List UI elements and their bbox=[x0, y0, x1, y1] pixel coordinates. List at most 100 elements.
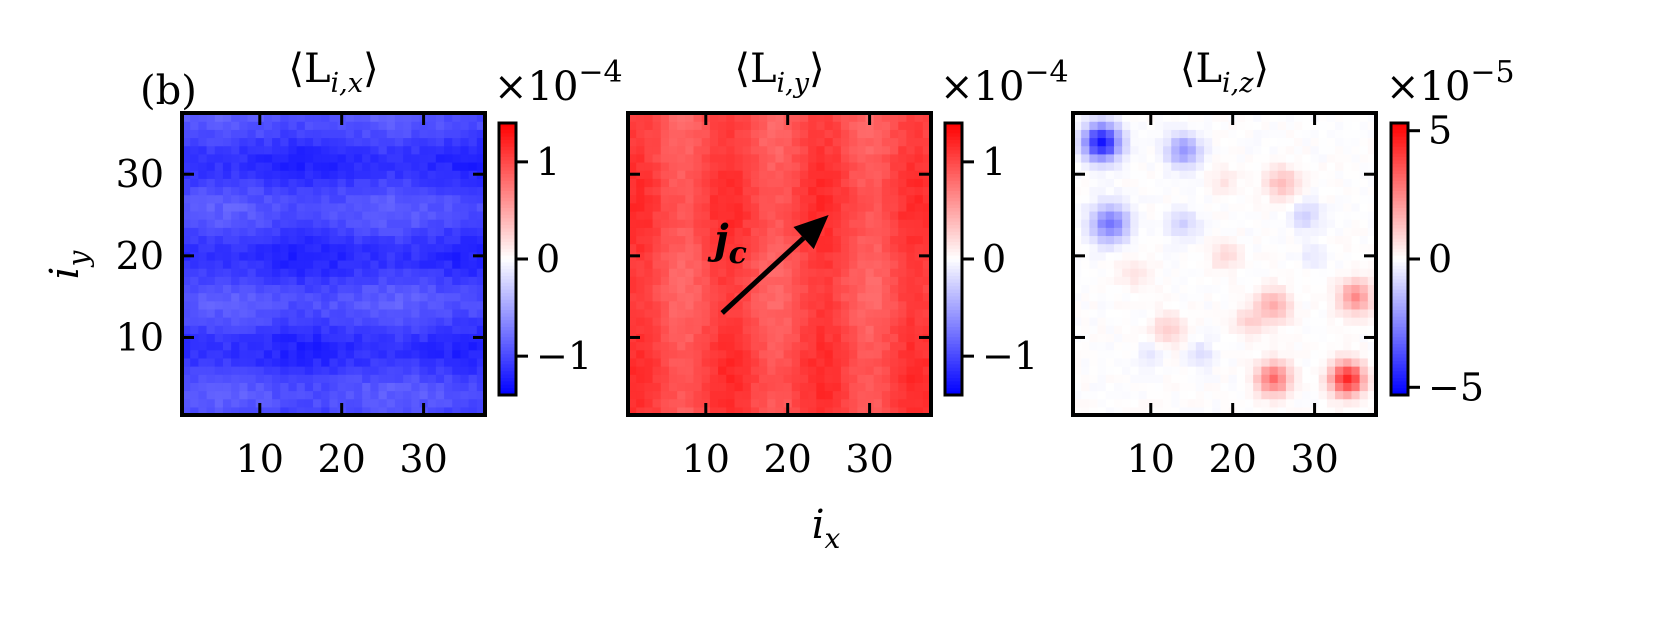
heatmap-cell bbox=[849, 292, 858, 302]
heatmap-cell bbox=[767, 121, 777, 130]
heatmap-cell bbox=[190, 366, 199, 375]
heatmap-cell bbox=[206, 308, 216, 318]
heatmap-cell bbox=[668, 145, 678, 155]
heatmap-cell bbox=[427, 292, 437, 302]
heatmap-cell bbox=[685, 325, 695, 334]
heatmap-cell bbox=[1302, 366, 1312, 375]
heatmap-cell bbox=[353, 170, 363, 179]
heatmap-cell bbox=[288, 292, 298, 302]
heatmap-cell bbox=[1212, 325, 1222, 334]
heatmap-cell bbox=[914, 398, 924, 408]
heatmap-cell bbox=[329, 259, 339, 269]
heatmap-cell bbox=[370, 129, 380, 139]
heatmap-cell bbox=[767, 374, 777, 383]
heatmap-cell bbox=[231, 129, 240, 139]
heatmap-cell bbox=[865, 325, 875, 334]
heatmap-cell bbox=[1318, 259, 1328, 269]
heatmap-cell bbox=[906, 202, 916, 212]
heatmap-cell bbox=[370, 259, 380, 269]
heatmap-cell bbox=[1228, 251, 1238, 261]
heatmap-cell bbox=[718, 186, 727, 196]
heatmap-cell bbox=[775, 121, 785, 130]
heatmap-cell bbox=[1081, 317, 1090, 326]
heatmap-cell bbox=[668, 292, 678, 302]
colorbar-segment bbox=[499, 313, 516, 318]
heatmap-cells bbox=[628, 113, 932, 416]
heatmap-cell bbox=[1089, 186, 1099, 196]
heatmap-cell bbox=[1326, 121, 1336, 130]
heatmap-cell bbox=[321, 153, 331, 163]
heatmap-cell bbox=[444, 227, 453, 237]
heatmap-cell bbox=[849, 317, 858, 326]
heatmap-cell bbox=[1187, 276, 1197, 285]
heatmap-cell bbox=[1326, 186, 1336, 196]
heatmap-cell bbox=[362, 259, 371, 269]
heatmap-cell bbox=[1130, 137, 1140, 147]
heatmap-cell bbox=[1277, 349, 1287, 359]
heatmap-cell bbox=[444, 170, 453, 179]
heatmap-cell bbox=[865, 292, 875, 302]
heatmap-cell bbox=[444, 366, 453, 375]
heatmap-cell bbox=[1105, 178, 1115, 188]
heatmap-cell bbox=[288, 308, 298, 318]
heatmap-cell bbox=[182, 194, 191, 204]
heatmap-cell bbox=[1302, 210, 1312, 220]
heatmap-cell bbox=[808, 390, 817, 400]
heatmap-cell bbox=[628, 325, 637, 334]
heatmap-cell bbox=[362, 243, 371, 253]
heatmap-cell bbox=[468, 137, 478, 147]
heatmap-cell bbox=[709, 382, 719, 392]
heatmap-cell bbox=[1285, 341, 1295, 351]
heatmap-cell bbox=[1204, 276, 1213, 285]
heatmap-cell bbox=[775, 333, 785, 343]
heatmap-cell bbox=[1310, 170, 1320, 179]
heatmap-cell bbox=[881, 317, 891, 326]
heatmap-cell bbox=[247, 219, 257, 228]
heatmap-cell bbox=[677, 366, 686, 375]
heatmap-cell bbox=[783, 194, 793, 204]
heatmap-cell bbox=[914, 357, 924, 367]
heatmap-cell bbox=[272, 259, 281, 269]
heatmap-cell bbox=[750, 161, 760, 171]
heatmap-cell bbox=[742, 308, 752, 318]
heatmap-cell bbox=[272, 170, 281, 179]
heatmap-cell bbox=[775, 210, 785, 220]
colorbar-segment bbox=[945, 364, 962, 369]
heatmap-cell bbox=[1367, 317, 1377, 326]
heatmap-cell bbox=[378, 170, 388, 179]
heatmap-cell bbox=[345, 251, 355, 261]
heatmap-cell bbox=[1179, 170, 1189, 179]
heatmap-cell bbox=[775, 268, 785, 277]
heatmap-cell bbox=[1171, 251, 1181, 261]
heatmap-cell bbox=[750, 341, 760, 351]
heatmap-cell bbox=[419, 161, 429, 171]
heatmap-cell bbox=[677, 390, 686, 400]
colorbar-segment bbox=[499, 157, 516, 161]
heatmap-cell bbox=[1367, 325, 1377, 334]
heatmap-cell bbox=[1073, 374, 1082, 383]
heatmap-cell bbox=[840, 121, 850, 130]
heatmap-cell bbox=[1294, 292, 1303, 302]
heatmap-cell bbox=[1154, 398, 1164, 408]
heatmap-cell bbox=[304, 153, 314, 163]
heatmap-cell bbox=[460, 227, 470, 237]
heatmap-cell bbox=[1081, 145, 1090, 155]
heatmap-cell bbox=[898, 113, 908, 122]
heatmap-cell bbox=[1204, 202, 1213, 212]
heatmap-cell bbox=[914, 235, 924, 245]
colorbar-segment bbox=[1391, 262, 1408, 267]
heatmap-cell bbox=[906, 341, 916, 351]
colorbar-segment bbox=[499, 201, 516, 206]
heatmap-cell bbox=[214, 268, 224, 277]
heatmap-cell bbox=[824, 227, 834, 237]
heatmap-cell bbox=[628, 366, 637, 375]
heatmap-cell bbox=[1335, 178, 1344, 188]
heatmap-cell bbox=[1294, 276, 1303, 285]
heatmap-cell bbox=[1294, 251, 1303, 261]
heatmap-cell bbox=[378, 243, 388, 253]
heatmap-cell bbox=[660, 251, 670, 261]
heatmap-cell bbox=[693, 382, 703, 392]
heatmap-cell bbox=[476, 292, 486, 302]
heatmap-cell bbox=[198, 259, 208, 269]
heatmap-cell bbox=[263, 121, 273, 130]
